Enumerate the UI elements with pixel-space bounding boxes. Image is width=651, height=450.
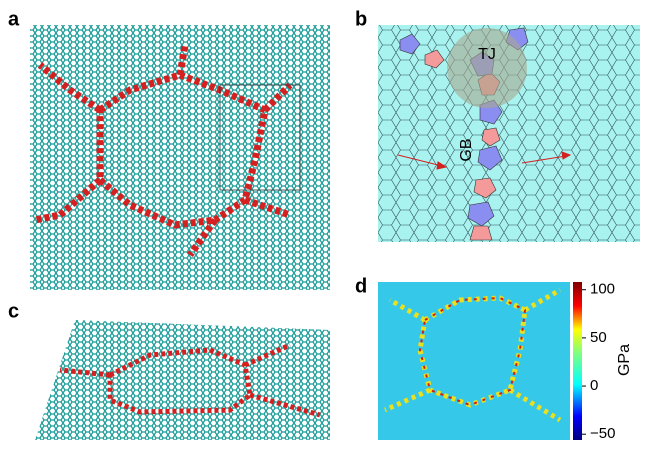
panel-label: b <box>355 8 367 30</box>
colorbar-ticks: 100 50 0 −50 <box>582 281 615 442</box>
colorbar-tick-label: 0 <box>590 377 598 394</box>
tj-label: TJ <box>478 46 496 63</box>
colorbar-label: GPa <box>616 344 633 376</box>
colorbar-tick-label: −50 <box>590 425 615 442</box>
triple-junction-marker <box>447 28 527 108</box>
grain-boundaries <box>34 44 293 258</box>
panel-label: a <box>8 8 20 30</box>
lattice-3d-image <box>35 320 330 440</box>
panel-label: c <box>8 300 19 322</box>
inset-box <box>219 84 301 191</box>
colorbar-tick-label: 50 <box>590 329 607 346</box>
colorbar <box>573 282 582 440</box>
arrows <box>397 151 572 170</box>
grain-boundaries <box>59 342 321 418</box>
gb-label: GB <box>458 138 475 161</box>
lattice-image <box>30 25 330 290</box>
stress-hotspots <box>383 287 562 423</box>
colorbar-tick-label: 100 <box>590 281 615 298</box>
stress-map <box>378 282 570 440</box>
panel-label: d <box>355 275 367 297</box>
